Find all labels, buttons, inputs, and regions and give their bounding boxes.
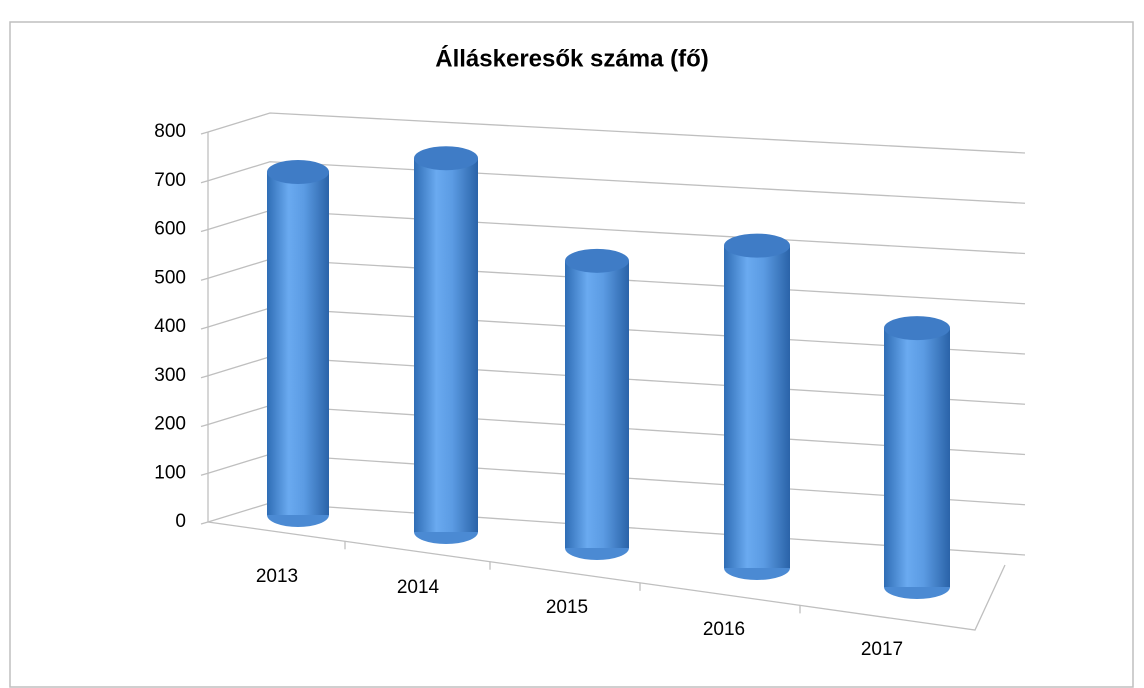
y-tick [200,326,209,330]
y-tick [200,375,209,379]
y-tick-label: 800 [154,121,186,142]
bar [267,172,329,515]
floor-edge [207,521,1006,631]
y-tick-label: 300 [154,365,186,386]
bar [724,245,790,568]
x-tick-label: 2016 [703,619,745,640]
grid-line [207,161,1026,204]
bar [884,328,950,587]
y-tick-label: 400 [154,316,186,337]
bar-top [267,160,329,184]
bar-top [414,146,478,171]
y-tick-label: 0 [175,511,186,532]
x-tick-label: 2014 [397,577,440,598]
bar [414,158,478,532]
y-tick [200,180,209,184]
bar-top [565,248,629,273]
bar [565,260,629,548]
y-tick [200,131,209,135]
x-tick-label: 2017 [861,639,903,660]
bar-top [884,316,950,341]
y-tick-label: 500 [154,267,186,288]
y-tick [200,277,209,281]
y-tick [200,521,209,525]
y-tick-label: 700 [154,170,186,191]
grid-line [207,112,1026,154]
y-tick [200,472,209,476]
x-tick-label: 2015 [546,597,588,618]
chart-title: Álláskeresők száma (fő) [435,44,708,72]
y-tick [200,228,209,233]
x-tick-label: 2013 [256,566,298,587]
y-tick-label: 200 [154,414,186,435]
bar-top [724,233,790,258]
y-tick-label: 100 [154,462,186,483]
y-tick-label: 600 [154,219,186,240]
y-tick [200,423,209,428]
